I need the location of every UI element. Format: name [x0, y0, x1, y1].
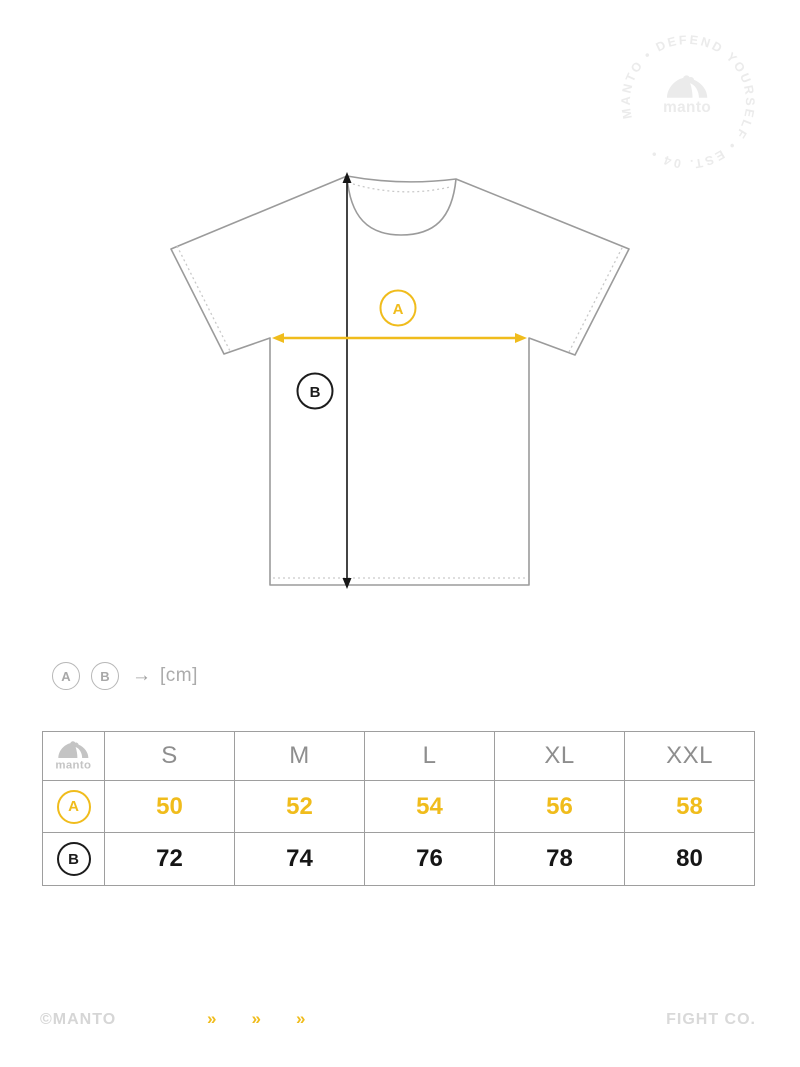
- diagram-label-a: A: [379, 289, 417, 327]
- legend-unit: [cm]: [160, 665, 198, 686]
- legend-label-a: A: [52, 662, 80, 690]
- svg-text:A: A: [393, 301, 404, 318]
- table-logo-cell: [42, 731, 105, 781]
- value-a-s: 50: [104, 780, 235, 833]
- size-table: S M L XL XXL A 50 52 54 56 58 B 72 74 76…: [42, 731, 755, 886]
- measurement-arrow-a: [272, 333, 527, 343]
- right-arrow-icon: →: [132, 665, 151, 686]
- value-a-l: 54: [364, 780, 495, 833]
- row-b-circle: B: [56, 842, 91, 876]
- row-b-label-cell: B: [42, 832, 105, 886]
- value-a-m: 52: [234, 780, 365, 833]
- measurement-row-b: B 72 74 76 78 80: [42, 832, 755, 886]
- chevron-icon: »: [295, 1009, 306, 1028]
- measurement-row-a: A 50 52 54 56 58: [42, 780, 755, 833]
- value-b-xl: 78: [494, 832, 625, 886]
- measurement-arrow-b: [342, 172, 352, 589]
- value-b-m: 74: [234, 832, 365, 886]
- value-b-l: 76: [364, 832, 495, 886]
- diagram-label-b: B: [296, 372, 334, 410]
- svg-text:B: B: [310, 384, 321, 401]
- row-a-label-cell: A: [42, 780, 105, 833]
- legend: A B → [cm]: [52, 661, 198, 691]
- value-b-xxl: 80: [624, 832, 755, 886]
- legend-label-b: B: [91, 662, 119, 690]
- footer-brand: FIGHT CO.: [666, 1011, 756, 1028]
- collar-curve: [346, 175, 457, 236]
- tshirt-outline: [170, 175, 630, 586]
- row-a-circle: A: [56, 789, 91, 824]
- size-header-l: L: [364, 731, 495, 781]
- value-a-xl: 56: [494, 780, 625, 833]
- footer-chevrons: » » »: [207, 1009, 305, 1029]
- value-b-s: 72: [104, 832, 235, 886]
- footer-copyright: ©MANTO: [40, 1011, 117, 1028]
- chevron-icon: »: [207, 1009, 217, 1028]
- size-header-m: M: [234, 731, 365, 781]
- manto-logo-icon: [663, 75, 712, 116]
- chevron-icon: »: [251, 1009, 261, 1028]
- manto-watermark-badge: MANTO • DEFEND YOURSELF • EST. 04 •: [602, 16, 773, 187]
- manto-logo-small-icon: [55, 741, 91, 771]
- size-header-xxl: XXL: [624, 731, 755, 781]
- size-table-header-row: S M L XL XXL: [42, 731, 755, 781]
- size-header-s: S: [104, 731, 235, 781]
- tshirt-diagram: A B: [150, 160, 650, 600]
- size-header-xl: XL: [494, 731, 625, 781]
- seam-dotted-lines: [176, 183, 624, 579]
- value-a-xxl: 58: [624, 780, 755, 833]
